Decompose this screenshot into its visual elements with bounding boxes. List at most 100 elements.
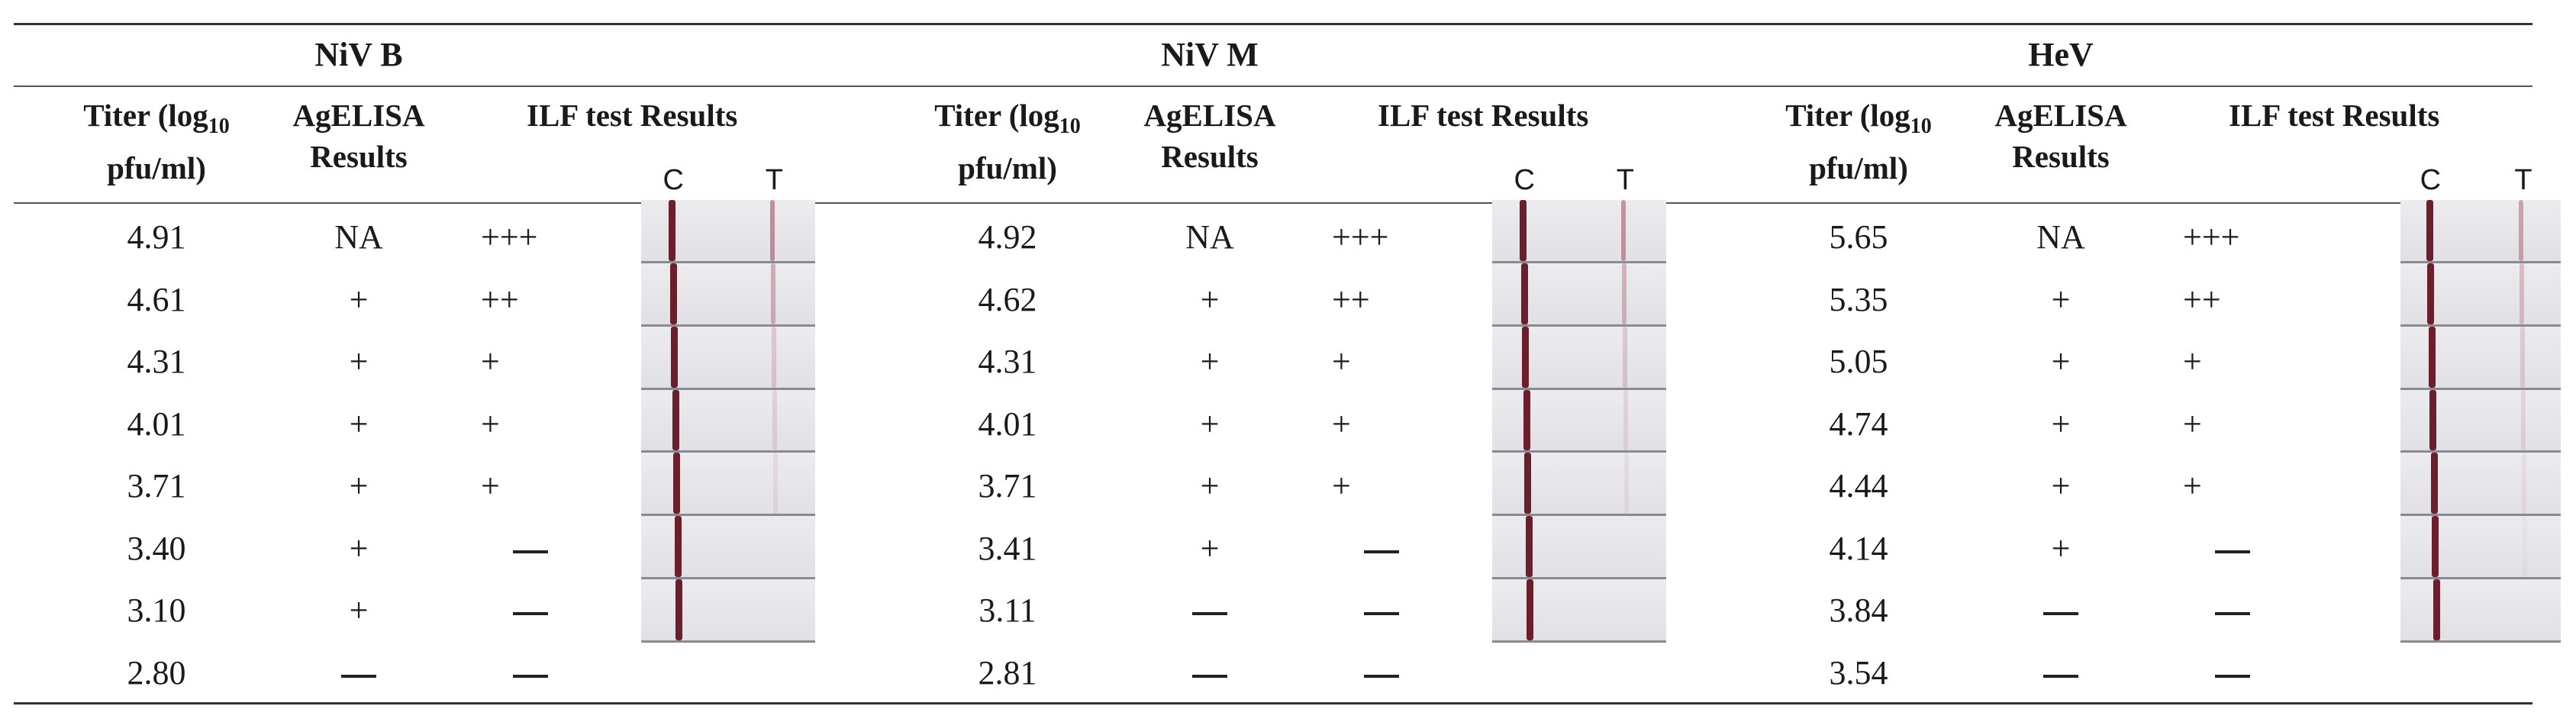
control-line	[2432, 516, 2439, 578]
titer-header: Titer (log10 pfu/ml)	[870, 95, 1145, 189]
agelisa-header-line1: AgELISA	[1143, 98, 1276, 133]
agelisa-cell: NA	[1185, 218, 1234, 256]
lateral-flow-strip	[641, 453, 815, 517]
test-line	[769, 200, 775, 261]
ilf-cell: +	[2183, 467, 2202, 505]
lateral-flow-strip	[2400, 326, 2561, 390]
titer-cell: 2.81	[978, 653, 1037, 692]
strip-c-label: C	[663, 164, 684, 196]
titer-header-line1: Titer (log	[83, 98, 208, 133]
ilf-cell: —	[481, 653, 618, 692]
ilf-dash-mark	[513, 550, 548, 553]
lateral-flow-strip	[2400, 516, 2561, 580]
ilf-cell: +	[481, 405, 500, 443]
control-line	[2426, 200, 2433, 261]
agelisa-cell: +	[349, 467, 369, 505]
test-line	[2523, 516, 2527, 577]
titer-header-line2: pfu/ml)	[107, 150, 206, 186]
titer-cell: 2.80	[127, 653, 186, 692]
ilf-dash-mark	[2215, 612, 2250, 615]
agelisa-cell: NA	[334, 218, 383, 256]
titer-cell: 4.92	[978, 218, 1037, 256]
agelisa-header-line2: Results	[310, 139, 408, 174]
ilf-header: ILF test Results	[2229, 98, 2440, 133]
titer-cell: 4.91	[127, 218, 186, 256]
ilf-cell: —	[481, 529, 618, 568]
ilf-cell: ++	[1332, 280, 1370, 318]
group-rule	[14, 85, 2532, 87]
agelisa-cell: +	[2051, 280, 2071, 318]
agelisa-dash-mark	[2043, 674, 2078, 678]
lateral-flow-strip	[641, 389, 815, 453]
ilf-cell: +	[481, 343, 500, 380]
titer-header-line1: Titer (log	[1785, 98, 1910, 133]
ilf-cell: —	[2183, 591, 2320, 630]
ilf-cell: +	[2183, 343, 2202, 380]
agelisa-cell: —	[1984, 653, 2137, 692]
control-line	[673, 453, 681, 514]
ilf-dash-mark	[513, 674, 548, 678]
lateral-flow-strip	[1492, 453, 1666, 517]
titer-header-line2: pfu/ml)	[958, 150, 1057, 186]
agelisa-cell: —	[1984, 591, 2137, 630]
control-line	[2427, 263, 2435, 324]
titer-cell: 4.31	[978, 343, 1037, 380]
titer-cell: 3.40	[127, 529, 186, 567]
ilf-header: ILF test Results	[1378, 98, 1589, 133]
lateral-flow-strip	[2400, 453, 2561, 517]
titer-cell: 3.11	[978, 592, 1037, 629]
titer-cell: 3.71	[127, 467, 186, 505]
titer-cell: 3.10	[127, 592, 186, 629]
lateral-flow-strip	[1492, 200, 1666, 263]
ilf-cell: +++	[2183, 218, 2240, 256]
control-line	[1523, 389, 1530, 451]
group-title: NiV B	[314, 36, 403, 73]
control-line	[2430, 453, 2438, 514]
ilf-cell: ++	[2183, 280, 2221, 318]
lateral-flow-strip	[2400, 389, 2561, 453]
agelisa-cell: +	[349, 405, 369, 443]
agelisa-cell: —	[282, 653, 435, 692]
ilf-cell: —	[1332, 529, 1469, 568]
test-line	[1621, 263, 1627, 324]
ilf-dash-mark	[1364, 612, 1399, 615]
group-title: NiV M	[1161, 36, 1259, 73]
test-line	[772, 453, 778, 514]
agelisa-cell: +	[2051, 343, 2071, 380]
titer-cell: 4.31	[127, 343, 186, 380]
agelisa-cell: +	[1200, 467, 1220, 505]
test-line	[2520, 326, 2526, 388]
ilf-strip-image	[2400, 200, 2561, 643]
lateral-flow-strip	[641, 200, 815, 263]
titer-cell: 4.62	[978, 280, 1037, 318]
ilf-cell: —	[1332, 591, 1469, 630]
test-line	[1620, 200, 1626, 261]
agelisa-cell: +	[1200, 280, 1220, 318]
titer-header: Titer (log10 pfu/ml)	[19, 95, 294, 189]
titer-cell: 3.84	[1829, 592, 1888, 629]
lateral-flow-strip	[1492, 579, 1666, 643]
agelisa-dash-mark	[2043, 612, 2078, 615]
header-rule	[14, 202, 2532, 204]
agelisa-cell: +	[1200, 405, 1220, 443]
ilf-dash-mark	[2215, 674, 2250, 678]
titer-cell: 5.35	[1829, 280, 1888, 318]
control-line	[1527, 579, 1534, 640]
titer-cell: 4.74	[1829, 405, 1888, 443]
agelisa-header-line2: Results	[2012, 139, 2110, 174]
agelisa-dash-mark	[341, 674, 376, 678]
ilf-dash-mark	[1364, 674, 1399, 678]
strip-c-label: C	[1514, 164, 1535, 196]
top-rule	[14, 23, 2532, 25]
agelisa-header: AgELISA Results	[1946, 95, 2175, 177]
ilf-header: ILF test Results	[527, 98, 738, 133]
lateral-flow-strip	[2400, 200, 2561, 263]
titer-cell: 4.01	[978, 405, 1037, 443]
titer-cell: 5.05	[1829, 343, 1888, 380]
titer-cell: 4.44	[1829, 467, 1888, 505]
test-line	[770, 263, 775, 324]
control-line	[2428, 326, 2436, 388]
control-line	[2429, 389, 2437, 451]
agelisa-cell: +	[349, 529, 369, 567]
test-line	[2520, 263, 2525, 324]
